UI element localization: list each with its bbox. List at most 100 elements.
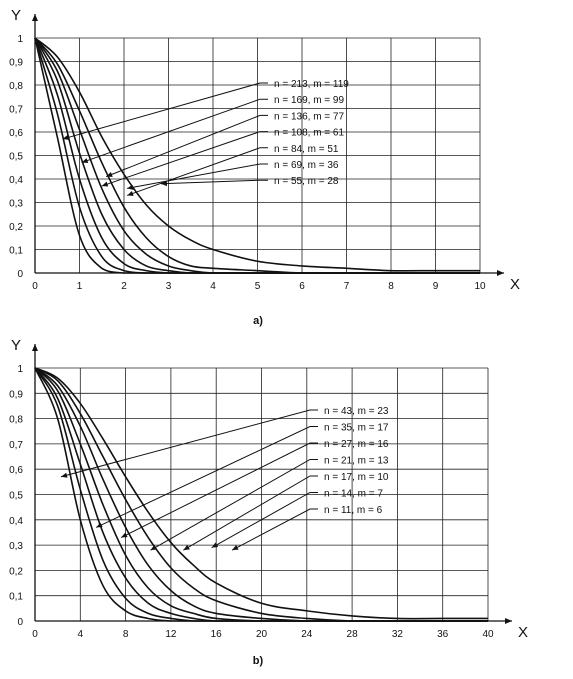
series-line [34, 37, 480, 272]
y-tick-label: 0,2 [9, 222, 23, 233]
x-axis-label: X [518, 624, 528, 641]
series-label: n = 169, m = 99 [274, 95, 344, 106]
x-tick-label: 28 [347, 629, 359, 640]
chart-b: 0 4 8 12 16 20 24 28 32 36 40 0 0,1 0,2 0,3 0,4 0,5 0,6 0,… [9, 337, 528, 667]
y-tick-label: 0,9 [9, 58, 23, 69]
y-tick-label: 0,4 [9, 516, 23, 527]
series-label: n = 213, m = 119 [274, 79, 349, 90]
y-tick-label: 0,4 [9, 175, 23, 186]
x-tick-label: 4 [210, 281, 216, 292]
x-tick-label: 24 [301, 629, 313, 640]
y-tick-label: 0,9 [9, 389, 23, 400]
series-label: n = 84, m = 51 [274, 144, 339, 155]
series-label: n = 21, m = 13 [324, 456, 389, 467]
x-tick-label: 0 [32, 281, 38, 292]
series-pointer [60, 409, 318, 478]
series-curves [34, 37, 480, 274]
y-axis-arrow [32, 14, 38, 21]
chart-caption: a) [253, 315, 263, 327]
series-pointer-arrowhead [106, 172, 113, 177]
chart-a: 0 1 2 3 4 5 6 7 8 9 10 0 0,1 0,2 0,3 0,4 0,5 0,6 0,7 0,8 0,9… [9, 7, 520, 327]
x-tick-label: 16 [211, 629, 223, 640]
series-label: n = 35, m = 17 [324, 423, 389, 434]
y-axis-label: Y [11, 7, 21, 24]
y-axis-arrow [32, 344, 38, 351]
y-tick-label: 0,5 [9, 491, 23, 502]
series-label: n = 11, m = 6 [324, 505, 383, 516]
x-tick-label: 4 [78, 629, 84, 640]
x-tick-label: 20 [256, 629, 268, 640]
series-pointer [106, 114, 268, 178]
series-label: n = 43, m = 23 [324, 406, 389, 417]
series-label: n = 55, m = 28 [274, 176, 339, 187]
series-pointer [126, 147, 268, 196]
series-line [34, 367, 488, 620]
series-pointer [183, 475, 318, 551]
x-tick-label: 8 [388, 281, 394, 292]
x-tick-label: 6 [299, 281, 305, 292]
x-tick-label: 1 [77, 281, 83, 292]
series-pointer [150, 459, 318, 551]
x-tick-label: 5 [255, 281, 261, 292]
x-tick-label: 8 [123, 629, 129, 640]
x-tick-label: 12 [165, 629, 177, 640]
series-pointer [211, 492, 318, 549]
x-axis-arrow [497, 270, 504, 276]
series-label: n = 136, m = 77 [274, 111, 344, 122]
series-pointer-arrowhead [96, 522, 103, 528]
x-tick-label: 9 [433, 281, 439, 292]
series-pointer-arrowhead [150, 544, 158, 551]
series-label: n = 17, m = 10 [324, 472, 389, 483]
series-line [34, 367, 488, 622]
x-tick-label: 36 [437, 629, 449, 640]
y-tick-label: 0,8 [9, 415, 23, 426]
x-tick-label: 3 [166, 281, 172, 292]
series-pointer-arrowhead [232, 545, 239, 551]
y-tick-label: 0,7 [9, 440, 23, 451]
y-tick-label: 0 [17, 617, 23, 628]
y-tick-label: 0,2 [9, 566, 23, 577]
y-tick-label: 0,3 [9, 541, 23, 552]
series-pointer [120, 442, 318, 538]
series-curves [34, 367, 488, 622]
y-tick-label: 1 [17, 34, 23, 45]
x-tick-label: 40 [482, 629, 494, 640]
x-axis-label: X [510, 276, 520, 293]
series-pointer [101, 131, 268, 187]
y-tick-label: 0 [17, 269, 23, 280]
series-label: n = 14, m = 7 [324, 489, 383, 500]
y-tick-label: 0,8 [9, 81, 23, 92]
series-pointer [127, 163, 268, 189]
y-tick-label: 0,1 [9, 592, 23, 603]
series-pointer [95, 426, 318, 528]
axes [32, 14, 504, 276]
series-pointer-arrowhead [81, 158, 89, 163]
series-label: n = 69, m = 36 [274, 160, 339, 171]
series-pointer-arrowhead [127, 190, 134, 196]
series-pointer-arrowhead [127, 184, 134, 190]
x-tick-label: 32 [392, 629, 404, 640]
y-tick-label: 0,7 [9, 105, 23, 116]
series-pointer [81, 98, 268, 164]
series-pointer-arrowhead [62, 134, 70, 140]
series-pointer-arrowhead [211, 542, 219, 548]
series-pointer [231, 508, 318, 551]
x-tick-label: 10 [474, 281, 486, 292]
y-tick-label: 0,6 [9, 128, 23, 139]
series-legend: n = 43, m = 23 n = 35, m = 17 n = 27, m = … [60, 406, 389, 551]
y-tick-label: 0,1 [9, 246, 23, 257]
chart-caption: b) [253, 655, 264, 667]
series-pointer-arrowhead [121, 532, 128, 538]
x-axis-arrow [505, 618, 512, 624]
series-line [34, 37, 480, 274]
series-legend: n = 213, m = 119 n = 169, m = 99 n = 136, … [62, 79, 349, 196]
y-tick-label: 1 [17, 364, 23, 375]
y-tick-label: 0,6 [9, 465, 23, 476]
x-tick-label: 7 [344, 281, 350, 292]
axes [32, 344, 512, 624]
x-tick-label: 0 [32, 629, 38, 640]
series-pointer [62, 82, 268, 140]
y-tick-label: 0,5 [9, 152, 23, 163]
series-pointer [160, 179, 268, 185]
